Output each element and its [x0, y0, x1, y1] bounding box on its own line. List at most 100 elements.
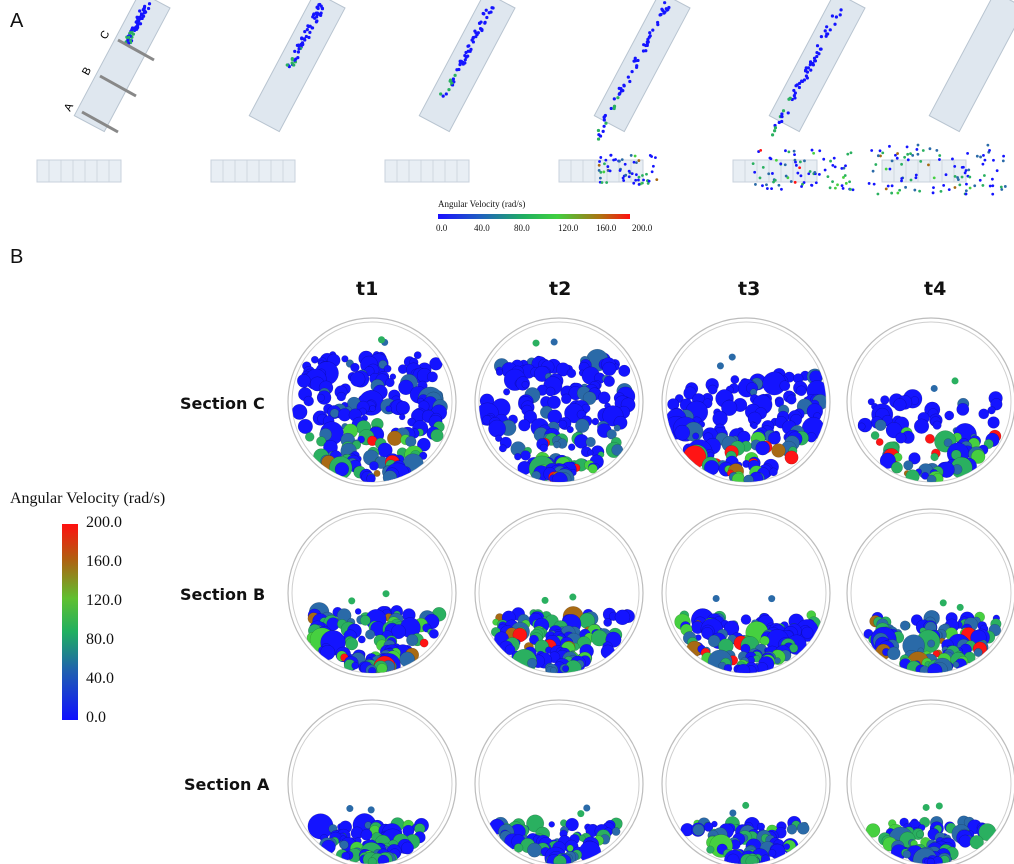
stray-particle	[583, 804, 591, 812]
stream-particle	[300, 36, 304, 40]
splash-particle	[874, 163, 878, 166]
stream-particle	[285, 63, 289, 67]
particle	[336, 391, 346, 402]
stream-particle	[602, 118, 606, 122]
particle	[769, 467, 778, 477]
stream-particle	[645, 40, 649, 44]
splash-particle	[600, 181, 604, 184]
particle	[706, 845, 715, 854]
splash-particle	[960, 175, 964, 179]
particle	[365, 629, 376, 640]
stream-particle	[453, 73, 457, 77]
splash-particle	[624, 173, 628, 177]
particle	[351, 661, 360, 670]
splash-particle	[947, 188, 951, 192]
pipe-inner-wall	[291, 703, 453, 864]
splash-particle	[608, 169, 612, 173]
particle	[296, 373, 311, 388]
splash-particle	[896, 191, 900, 195]
splash-particle	[973, 184, 977, 188]
splash-particle	[886, 184, 890, 188]
horizontal-legend-tick: 0.0	[436, 223, 448, 233]
splash-particle	[605, 181, 609, 184]
cross-section-cell	[474, 317, 644, 487]
particle	[913, 418, 930, 434]
particle	[550, 666, 557, 673]
particle	[927, 639, 936, 648]
splash-particle	[963, 171, 967, 175]
horizontal-legend-tick: 40.0	[474, 223, 490, 233]
splash-particle	[900, 179, 903, 183]
stray-particle	[930, 384, 938, 392]
splash-particle	[904, 185, 907, 189]
particle	[613, 424, 621, 432]
particle	[602, 361, 617, 377]
splash-particle	[637, 159, 641, 162]
stream-particle	[450, 81, 454, 85]
particle	[779, 380, 791, 392]
particle	[958, 834, 972, 848]
particle	[707, 634, 721, 648]
stream-particle	[134, 25, 138, 29]
splash-particle	[988, 149, 991, 152]
inclined-tube	[248, 0, 346, 133]
splash-particle	[761, 184, 764, 188]
stream-particle	[601, 129, 605, 133]
stream-particle	[805, 76, 809, 80]
splash-particle	[796, 171, 800, 175]
particle	[387, 430, 403, 446]
column-header-t1: t1	[356, 278, 379, 300]
splash-particle	[932, 186, 935, 190]
particle	[430, 428, 444, 443]
splash-particle	[932, 176, 936, 180]
stream-particle	[316, 6, 320, 11]
stream-particle	[648, 34, 652, 38]
splash-particle	[602, 170, 606, 174]
particle	[416, 437, 431, 452]
splash-particle	[632, 181, 636, 185]
stream-particle	[770, 133, 775, 137]
stream-particle	[616, 96, 620, 100]
splash-particle	[888, 167, 892, 171]
splash-particle	[774, 158, 778, 162]
vertical-legend-tick: 40.0	[86, 670, 114, 687]
particle	[373, 469, 381, 477]
splash-particle	[982, 174, 986, 177]
splash-particle	[757, 150, 761, 153]
stream-particle	[477, 21, 482, 25]
stream-particle	[830, 14, 835, 18]
stream-particle	[451, 77, 456, 81]
stream-particle	[300, 41, 305, 45]
stream-particle	[319, 4, 323, 8]
panel-a-frame	[558, 0, 691, 186]
particle	[786, 394, 797, 405]
splash-particle	[905, 145, 909, 149]
particle	[591, 417, 600, 426]
splash-particle	[642, 178, 645, 182]
splash-particle	[981, 162, 985, 166]
stream-particle	[663, 10, 667, 14]
particle	[891, 461, 903, 474]
stray-particle	[935, 802, 943, 810]
particle	[514, 452, 522, 461]
splash-particle	[836, 183, 839, 187]
stream-particle	[792, 88, 796, 93]
splash-particle	[1001, 159, 1005, 163]
splash-particle	[872, 182, 876, 186]
stream-particle	[303, 30, 307, 34]
stream-particle	[812, 56, 817, 60]
stream-particle	[448, 78, 453, 82]
splash-particle	[817, 172, 821, 176]
stream-particle	[800, 79, 804, 83]
particle	[317, 393, 325, 402]
splash-particle	[914, 176, 918, 180]
stream-particle	[798, 81, 802, 85]
stream-particle	[641, 49, 646, 53]
stray-particle	[348, 597, 356, 605]
splash-particle	[1002, 154, 1005, 158]
stream-particle	[612, 97, 616, 101]
splash-particle	[849, 187, 852, 191]
splash-particle	[621, 176, 625, 180]
stream-particle	[315, 19, 319, 23]
